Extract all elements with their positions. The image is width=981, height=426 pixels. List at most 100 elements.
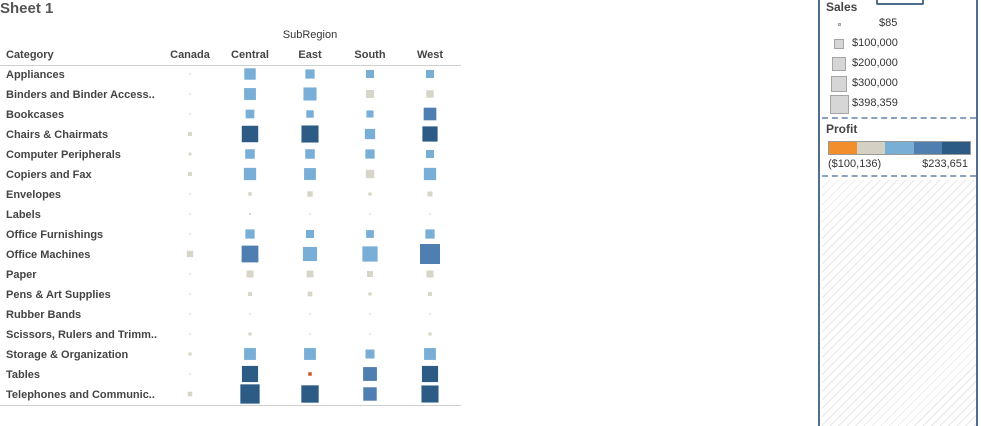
heatmap-square [420,244,440,264]
sales-size-label: $100,000 [852,37,898,49]
sales-size-label: $85 [879,17,898,29]
row-label: Storage & Organization [6,349,129,361]
row-label: Tables [6,369,40,381]
heatmap-square [366,110,374,118]
heatmap-square [189,293,191,295]
sales-size-swatch [830,75,848,93]
profit-ramp-segment [941,142,971,154]
heatmap-square [307,291,313,297]
heatmap-square [240,384,260,404]
row-label: Copiers and Fax [6,169,92,181]
legend-drag-handle[interactable] [876,0,924,5]
legend-divider [822,175,976,177]
sales-size-swatch [837,22,841,26]
sheet-title: Sheet 1 [0,0,54,17]
heatmap-square [248,332,252,336]
heatmap-square [306,270,314,278]
heatmap-square [241,365,259,383]
row-label: Office Machines [6,249,90,261]
heatmap-square [187,391,193,397]
heatmap-square [189,273,191,275]
heatmap-square [189,73,191,75]
row-label: Rubber Bands [6,309,81,321]
row-label: Scissors, Rulers and Trimm.. [6,329,157,341]
sales-legend-row: $300,000 [828,75,968,93]
column-header-east: East [298,49,322,61]
heatmap-square [369,313,371,315]
profit-color-ramp [828,141,971,155]
heatmap-square [368,192,372,196]
column-header-west: West [417,49,443,61]
heatmap-square [189,193,191,195]
heatmap-square [429,313,431,315]
profit-ramp-segment [829,142,858,154]
heatmap-square [309,213,311,215]
heatmap-square [188,352,192,356]
empty-panel-area [822,180,976,426]
heatmap-square [425,149,435,159]
heatmap-square [425,229,435,239]
row-label: Appliances [6,69,65,81]
heatmap-square [424,348,436,360]
heatmap-square [244,68,256,80]
row-label: Paper [6,269,37,281]
heatmap-square [423,167,437,181]
heatmap-square [301,385,319,403]
heatmap-square [364,128,376,140]
heatmap-square [429,213,431,215]
heatmap-square [304,168,316,180]
heatmap-square [246,270,254,278]
heatmap-square [188,132,192,136]
row-label: Envelopes [6,189,61,201]
heatmap-square [188,172,192,176]
heatmap-square [309,333,311,335]
sales-size-label: $300,000 [852,77,898,89]
heatmap-square [189,93,191,95]
heatmap-square [189,233,191,235]
heatmap-square [243,167,257,181]
heatmap-square [363,367,377,381]
row-label: Binders and Binder Access.. [6,89,155,101]
column-header-canada: Canada [170,49,211,61]
heatmap-square [241,245,259,263]
sales-size-label: $398,359 [852,97,898,109]
sales-legend-row: $398,359 [828,94,968,114]
row-header-label: Category [6,49,55,61]
row-label: Computer Peripherals [6,149,121,161]
heatmap-square [241,125,259,143]
heatmap-square [422,126,438,142]
profit-min-label: ($100,136) [828,158,882,170]
heatmap-square [305,229,315,239]
heatmap-square [305,149,315,159]
heatmap-square [305,69,315,79]
heatmap-square [186,250,194,258]
heatmap-square [245,149,255,159]
heatmap-square [369,333,371,335]
row-label: Pens & Art Supplies [6,289,111,301]
heatmap-square [425,69,435,79]
heatmap-square [362,246,378,262]
row-label: Labels [6,209,41,221]
row-label: Bookcases [6,109,64,121]
sales-size-swatch [832,57,846,71]
heatmap-square [307,191,313,197]
profit-ramp-segment [857,142,886,154]
heatmap-square [248,192,252,196]
sales-legend-title: Sales [826,0,858,14]
heatmap-square [428,332,432,336]
profit-ramp-segment [913,142,942,154]
heatmap-square [189,213,191,215]
heatmap-square [248,292,252,296]
heatmap-square [248,212,252,216]
heatmap-square [365,149,375,159]
legend-panel: Sales $85 $100,000 $200,000 $300,000 $398,35… [818,0,978,426]
heatmap-square [306,110,314,118]
column-header-central: Central [231,49,269,61]
heatmap-square [189,113,191,115]
heatmap-square [244,348,256,360]
heatmap-square [421,385,439,403]
profit-ramp-segment [885,142,914,154]
heatmap-square [188,152,192,156]
heatmap-square [428,292,432,296]
heatmap-square [369,213,371,215]
